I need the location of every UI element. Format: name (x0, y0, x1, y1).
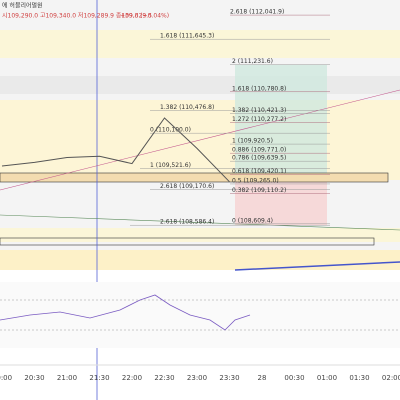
trend-line (0, 214, 400, 231)
oscillator (0, 294, 251, 331)
zone-box (0, 237, 375, 246)
x-tick-label: 22:00 (122, 374, 142, 382)
zone-box (0, 172, 389, 183)
fib-label: 0.886 (109,771.0) (232, 147, 286, 154)
fib-label: 1 (109,521.6) (150, 162, 191, 169)
x-tick-label: 02:00 (382, 374, 400, 382)
fib-label: 0.786 (109,639.5) (232, 155, 286, 162)
fib-label: 1.382 (110,421.3) (232, 107, 286, 114)
fib-label: 1.382 (110,476.8) (160, 104, 214, 111)
x-tick-label: 20:30 (24, 374, 44, 382)
long-stop (235, 175, 327, 225)
fib-label: 2 (111,231.6) (232, 58, 273, 65)
x-tick-label: 23:00 (187, 374, 207, 382)
fib-label: 1.272 (110,277.2) (232, 116, 286, 123)
header-change: +39.6 (+0.04%) (120, 13, 169, 20)
x-tick-label: 21:30 (89, 374, 109, 382)
x-tick-label: 01:00 (317, 374, 337, 382)
trend-line (0, 89, 400, 191)
x-tick-label: 22:30 (154, 374, 174, 382)
fib-label: 1 (109,920.5) (232, 138, 273, 145)
trend-line (234, 261, 400, 271)
band (0, 76, 400, 94)
header-name: 에 허블리어멀원 (2, 2, 43, 10)
band (0, 250, 400, 270)
fib-label: 0.5 (109,265.0) (232, 177, 279, 184)
x-tick-label: 28 (258, 374, 267, 382)
fib-label: 0.382 (109,110.2) (232, 187, 286, 194)
fib-label: 0.618 (109,420.1) (232, 168, 286, 175)
fib-label: 2.618 (109,170.6) (160, 183, 214, 190)
fib-label: 1.618 (110,780.8) (232, 85, 286, 92)
fib-label: 1.618 (111,645.3) (160, 33, 214, 40)
price-line (1, 117, 230, 183)
band (0, 30, 400, 58)
header-ohlc: 시109,290.0 고109,340.0 저109,289.9 종109,32… (2, 12, 152, 20)
x-tick-label: 21:00 (57, 374, 77, 382)
band (0, 228, 400, 242)
x-tick-label: 01:30 (349, 374, 369, 382)
fib-label: 2.618 (108,586.4) (160, 219, 214, 226)
x-tick-label: 00:30 (284, 374, 304, 382)
fib-label: 2.618 (112,041.9) (230, 9, 284, 16)
x-tick-label: 20:00 (0, 374, 12, 382)
x-tick-label: 23:30 (219, 374, 239, 382)
oscillator-bg (0, 282, 400, 348)
fib-label: 0 (110,100.0) (150, 127, 191, 134)
fib-label: 0 (108,609.4) (232, 217, 273, 224)
